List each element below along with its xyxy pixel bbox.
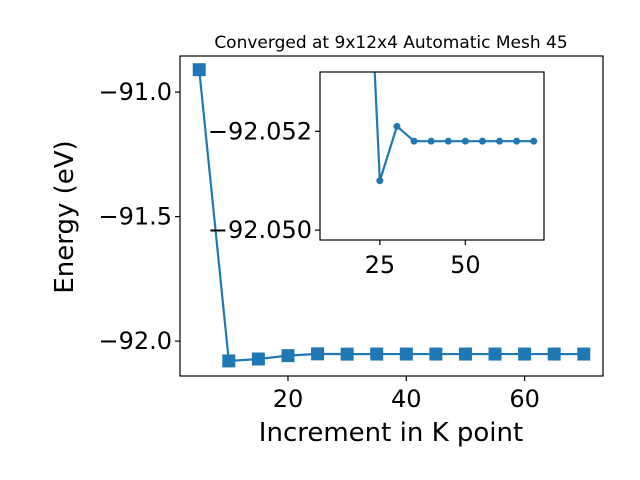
data-point-marker [340,347,354,361]
y-tick-label: −91.0 [98,78,172,106]
y-tick-label: −92.0 [98,327,172,355]
x-tick-label: 60 [509,385,540,413]
data-point-marker [399,347,413,361]
main-plot-area: 20 40 60 −91.0 −91.5 −92.0 [98,55,604,413]
data-point-marker [393,122,401,130]
x-tick-label: 40 [391,385,422,413]
data-point-marker [496,137,504,145]
data-point-marker [251,352,265,366]
data-point-marker [410,137,418,145]
data-point-marker [461,137,469,145]
data-point-marker [547,347,561,361]
data-point-marker [427,137,435,145]
data-point-marker [458,347,472,361]
data-point-marker [530,137,538,145]
data-point-marker [370,347,384,361]
data-point-marker [444,137,452,145]
data-point-marker [488,347,502,361]
inset-plot-frame [319,71,545,241]
data-point-marker [478,137,486,145]
data-point-marker [311,347,325,361]
x-tick-label: 50 [450,251,481,279]
y-tick-label: −91.5 [98,203,172,231]
main-plot-frame [179,55,604,377]
data-point-marker [376,177,384,185]
data-point-marker [281,349,295,363]
data-point-marker [518,347,532,361]
inset-series-group [373,72,538,185]
main-ticks-group: 20 40 60 −91.0 −91.5 −92.0 [98,78,539,413]
x-axis-label: Increment in K point [259,418,523,448]
inset-background [320,72,544,240]
y-axis-label: Energy (eV) [50,140,80,293]
x-tick-label: 20 [273,385,304,413]
data-point-marker [513,137,521,145]
data-point-marker [577,347,591,361]
data-point-marker [222,354,236,368]
y-tick-label: −92.052 [208,117,312,145]
x-tick-label: 25 [365,251,396,279]
data-point-marker [192,63,206,77]
series-clip-group [373,72,538,185]
series-clip-group [192,63,591,368]
inset-plot-area: 25 50 −92.052 −92.050 [208,71,545,279]
inset-ticks-group: 25 50 −92.052 −92.050 [208,117,481,279]
y-tick-label: −92.050 [208,216,312,244]
chart-title: Converged at 9x12x4 Automatic Mesh 45 [214,33,567,53]
main-series-group [192,63,591,368]
data-point-marker [429,347,443,361]
